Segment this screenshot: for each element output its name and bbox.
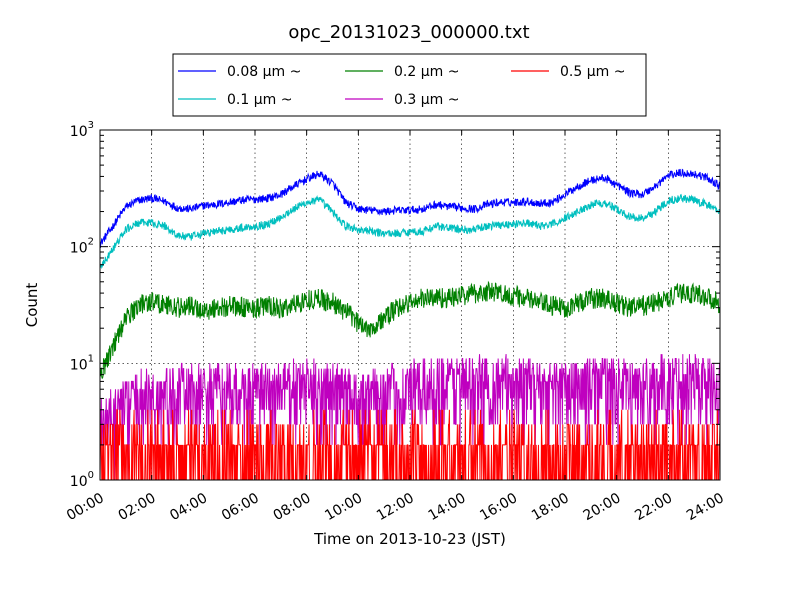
x-tick-labels: 00:00 02:00 04:00 06:00 08:00 10:00 12:00 14:00… [64,490,727,524]
y-tick-labels: 100 101 102 103 [70,120,94,490]
x-tick-label: 14:00 [426,490,469,524]
x-tick-label: 12:00 [374,490,417,524]
y-axis-label: Count [23,283,41,328]
y-tick-label: 102 [70,237,94,257]
x-tick-label: 04:00 [167,490,210,524]
x-tick-label: 24:00 [684,490,727,524]
x-tick-label: 02:00 [116,490,159,524]
x-tick-label: 10:00 [322,490,365,524]
y-tick-label: 101 [70,353,94,373]
x-axis-label: Time on 2013-10-23 (JST) [313,530,506,548]
legend-label-0-3: 0.3 μm ~ [394,92,459,108]
x-tick-label: 18:00 [529,490,572,524]
legend: 0.08 μm ~ 0.1 μm ~ 0.2 μm ~ 0.3 μm ~ 0.5 μm … [172,53,647,117]
x-tick-label: 06:00 [219,490,262,524]
legend-label-0-08: 0.08 μm ~ [227,64,301,80]
x-tick-label: 22:00 [632,490,675,524]
legend-label-0-1: 0.1 μm ~ [227,92,292,108]
y-tick-label: 100 [70,470,94,490]
series-line-0-3 [100,354,720,480]
x-tick-label: 16:00 [477,490,520,524]
legend-label-0-2: 0.2 μm ~ [394,64,459,80]
legend-box [172,53,647,117]
x-tick-label: 00:00 [64,490,107,524]
series-line-0-2 [100,280,720,380]
series-layer [100,168,720,480]
series-line-0-5 [100,409,720,480]
chart-title: opc_20131023_000000.txt [288,22,529,43]
y-tick-label: 103 [70,120,94,140]
legend-label-0-5: 0.5 μm ~ [560,64,625,80]
series-line-0-08 [100,168,720,249]
x-tick-label: 20:00 [581,490,624,524]
x-tick-label: 08:00 [271,490,314,524]
series-line-0-1 [100,193,720,270]
axis-ticks [99,129,721,481]
